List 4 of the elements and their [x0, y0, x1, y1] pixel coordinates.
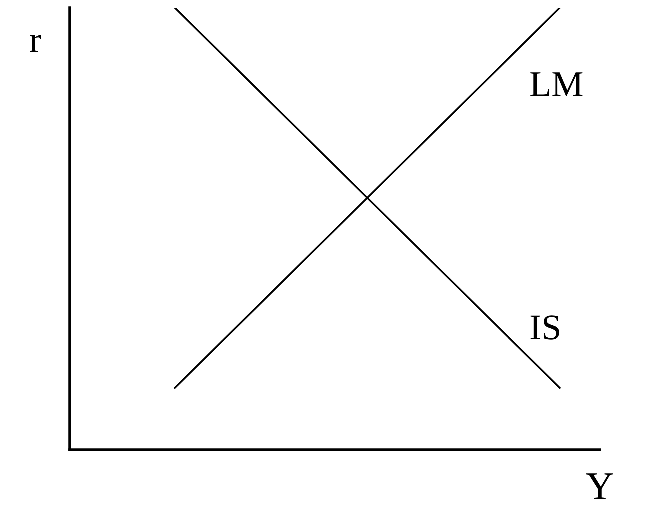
series-label: LM — [530, 72, 583, 96]
y-axis-title: r — [30, 35, 42, 52]
x-axis-title: Y — [586, 474, 614, 500]
series-label: IS — [530, 316, 560, 340]
